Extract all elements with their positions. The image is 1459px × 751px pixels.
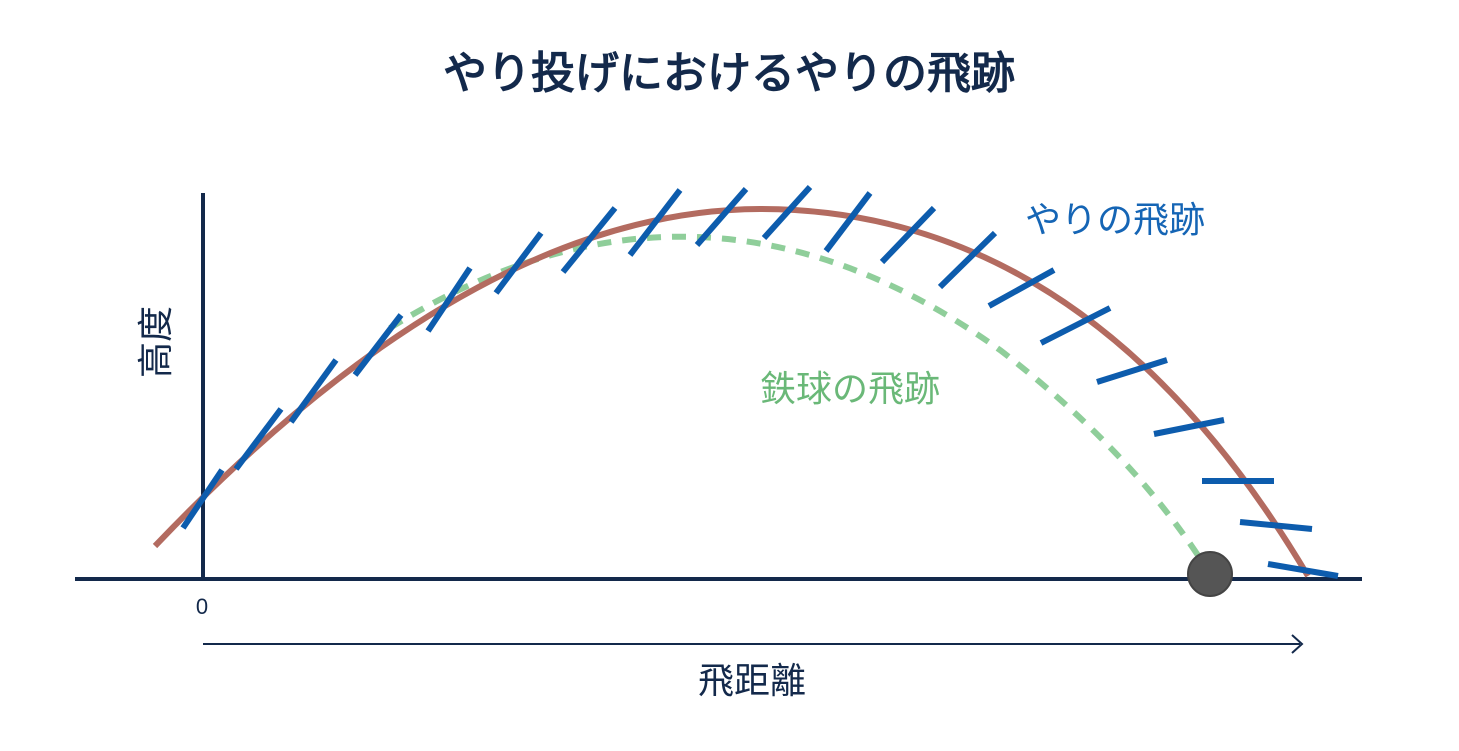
javelin-mark — [627, 188, 683, 257]
javelin-mark — [180, 468, 225, 530]
javelin-mark — [823, 191, 873, 253]
origin-tick-label: 0 — [196, 594, 208, 619]
javelin-mark — [288, 358, 339, 424]
javelin-mark — [879, 205, 937, 265]
javelin-mark — [761, 184, 813, 241]
y-axis-label: 高度 — [136, 306, 177, 378]
javelin-mark — [987, 267, 1056, 309]
shot-trajectory-label: 鉄球の飛跡 — [760, 369, 940, 410]
javelin-mark — [694, 187, 749, 247]
javelin-mark — [1239, 519, 1313, 532]
javelin-mark — [493, 231, 544, 295]
diagram-title: やり投げにおけるやりの飛跡 — [443, 48, 1015, 99]
javelin-mark — [233, 407, 284, 471]
javelin-trajectory — [152, 205, 1311, 578]
x-axis-label: 飛距離 — [698, 661, 806, 702]
javelin-attitude-marks — [180, 184, 1339, 579]
javelin-mark — [1153, 417, 1225, 437]
javelin-mark — [352, 313, 404, 377]
javelin-mark — [560, 206, 618, 274]
javelin-mark — [1096, 357, 1168, 385]
javelin-mark — [937, 230, 998, 290]
javelin-mark — [425, 266, 473, 333]
javelin-mark — [1267, 561, 1339, 579]
javelin-trajectory-label: やりの飛跡 — [1025, 200, 1205, 241]
javelin-mark — [1039, 305, 1112, 346]
iron-ball — [1187, 551, 1233, 597]
distance-arrowhead — [1291, 634, 1304, 654]
